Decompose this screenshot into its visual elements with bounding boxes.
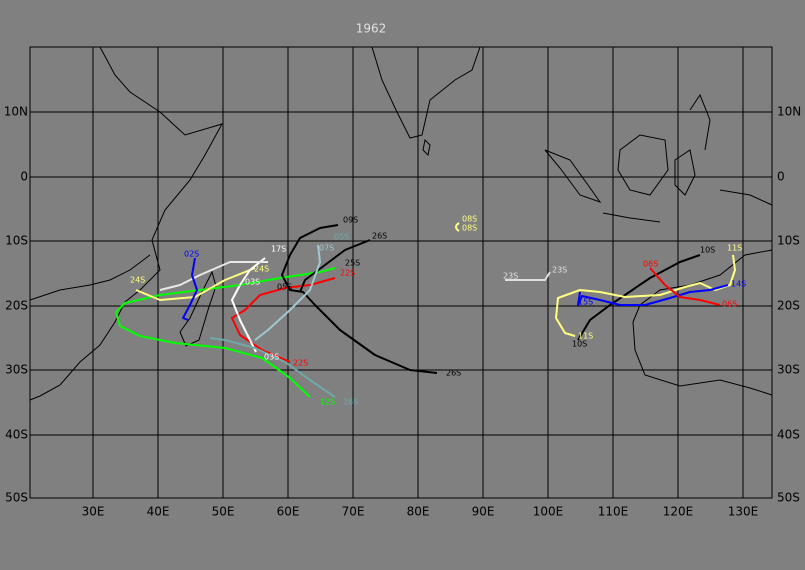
lat-label: 20S bbox=[777, 299, 800, 313]
lon-label: 30E bbox=[82, 505, 105, 519]
storm-label: 23S bbox=[503, 272, 518, 281]
lon-label: 90E bbox=[472, 505, 495, 519]
lat-label: 10N bbox=[4, 105, 28, 119]
storm-label: 26S bbox=[372, 232, 387, 241]
storm-label: 02S bbox=[184, 250, 199, 259]
lon-label: 100E bbox=[533, 505, 564, 519]
lat-label: 40S bbox=[5, 428, 28, 442]
grid bbox=[29, 46, 773, 499]
lon-label: 60E bbox=[277, 505, 300, 519]
lon-label: 50E bbox=[212, 505, 235, 519]
lat-label: 50S bbox=[777, 491, 800, 505]
storm-label: 06S bbox=[722, 300, 737, 309]
storm-label: 05S bbox=[277, 283, 292, 292]
storm-label: 22S bbox=[340, 269, 355, 278]
lon-labels: 30E 40E 50E 60E 70E 80E 90E 100E 110E 12… bbox=[82, 505, 759, 519]
storm-label: 12S bbox=[320, 398, 335, 407]
lat-label: 0 bbox=[20, 170, 28, 184]
lat-label: 10S bbox=[5, 234, 28, 248]
lat-label: 20S bbox=[5, 299, 28, 313]
storm-label: 08S bbox=[462, 215, 477, 224]
storm-label: 14S bbox=[731, 280, 746, 289]
storm-label: 11S bbox=[578, 332, 593, 341]
storm-label: 15S bbox=[578, 298, 593, 307]
lat-label: 40S bbox=[777, 428, 800, 442]
storm-label: 11S bbox=[727, 244, 742, 253]
storm-label: 22S bbox=[293, 359, 308, 368]
lon-label: 70E bbox=[342, 505, 365, 519]
storm-label: 10S bbox=[572, 340, 587, 349]
coastlines bbox=[29, 46, 773, 401]
lon-label: 80E bbox=[407, 505, 430, 519]
storm-label: 26S bbox=[343, 398, 358, 407]
lat-labels-right: 10N 0 10S 20S 30S 40S 50S bbox=[777, 105, 801, 505]
lat-labels-left: 10N 0 10S 20S 30S 40S 50S bbox=[4, 105, 28, 505]
storm-label: 07S bbox=[319, 244, 334, 253]
storm-label: 09S bbox=[343, 216, 358, 225]
storm-label: 26S bbox=[446, 369, 461, 378]
storm-label: 24S bbox=[130, 276, 145, 285]
lon-label: 110E bbox=[598, 505, 629, 519]
lat-label: 10N bbox=[777, 105, 801, 119]
tracks bbox=[115, 222, 736, 398]
map-title: 1962 bbox=[356, 22, 387, 36]
lat-label: 10S bbox=[777, 234, 800, 248]
lon-label: 120E bbox=[663, 505, 694, 519]
lat-label: 30S bbox=[5, 363, 28, 377]
storm-label: 24S bbox=[254, 265, 269, 274]
lat-label: 30S bbox=[777, 363, 800, 377]
lat-label: 0 bbox=[777, 170, 785, 184]
storm-label: 25S bbox=[345, 259, 360, 268]
lon-label: 40E bbox=[147, 505, 170, 519]
storm-label: 06S bbox=[643, 260, 658, 269]
storm-label: 03S bbox=[264, 353, 279, 362]
lat-label: 50S bbox=[5, 491, 28, 505]
storm-labels: 09S 26S 02S 17S 07S 05S 24S 22S 25S 24S … bbox=[130, 215, 746, 407]
storm-label: 17S bbox=[271, 245, 286, 254]
storm-label: 08S bbox=[462, 224, 477, 233]
storm-label: 23S bbox=[552, 266, 567, 275]
storm-label: 05S bbox=[334, 233, 349, 242]
storm-label: 10S bbox=[700, 246, 715, 255]
lon-label: 130E bbox=[728, 505, 759, 519]
storm-label: 03S bbox=[245, 278, 260, 287]
